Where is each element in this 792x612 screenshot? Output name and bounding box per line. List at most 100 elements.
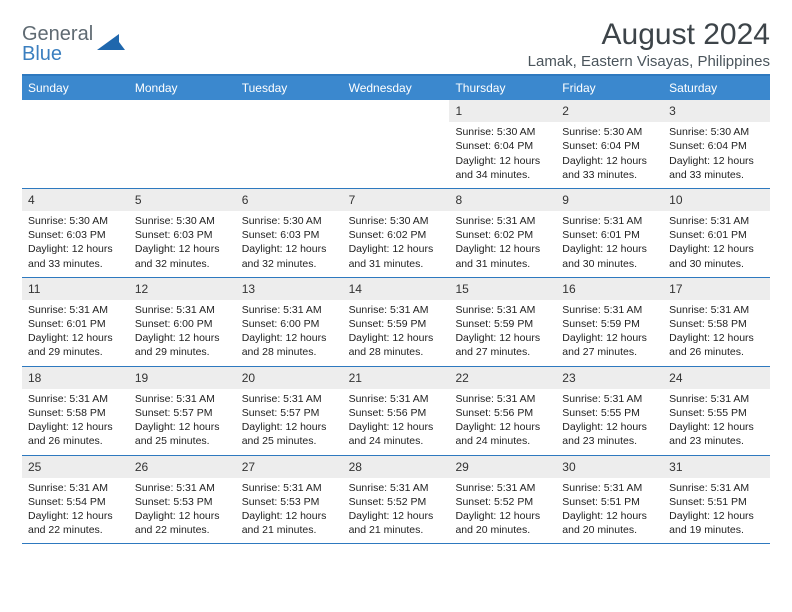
sunrise-line: Sunrise: 5:31 AM <box>135 392 230 406</box>
sunrise-line: Sunrise: 5:31 AM <box>28 392 123 406</box>
day-body: Sunrise: 5:31 AMSunset: 5:51 PMDaylight:… <box>556 478 663 544</box>
daylight-line: Daylight: 12 hours and 33 minutes. <box>28 242 123 270</box>
sunrise-line: Sunrise: 5:31 AM <box>669 481 764 495</box>
day-number: 27 <box>236 456 343 478</box>
daylight-line: Daylight: 12 hours and 31 minutes. <box>349 242 444 270</box>
day-cell: 31Sunrise: 5:31 AMSunset: 5:51 PMDayligh… <box>663 456 770 544</box>
day-cell: 25Sunrise: 5:31 AMSunset: 5:54 PMDayligh… <box>22 456 129 544</box>
sunrise-line: Sunrise: 5:31 AM <box>455 481 550 495</box>
day-number: 5 <box>129 189 236 211</box>
day-body: Sunrise: 5:31 AMSunset: 5:52 PMDaylight:… <box>343 478 450 544</box>
day-number: 23 <box>556 367 663 389</box>
daylight-line: Daylight: 12 hours and 24 minutes. <box>455 420 550 448</box>
day-cell <box>129 100 236 188</box>
sunset-line: Sunset: 5:53 PM <box>242 495 337 509</box>
sunrise-line: Sunrise: 5:31 AM <box>135 481 230 495</box>
week-row: 18Sunrise: 5:31 AMSunset: 5:58 PMDayligh… <box>22 367 770 456</box>
sunset-line: Sunset: 5:58 PM <box>28 406 123 420</box>
weekday-header: Sunday <box>22 76 129 100</box>
sunset-line: Sunset: 6:04 PM <box>455 139 550 153</box>
brand-part1: General <box>22 23 93 45</box>
sunset-line: Sunset: 6:04 PM <box>562 139 657 153</box>
day-number: 6 <box>236 189 343 211</box>
day-number: 2 <box>556 100 663 122</box>
day-body: Sunrise: 5:30 AMSunset: 6:03 PMDaylight:… <box>129 211 236 277</box>
sunrise-line: Sunrise: 5:31 AM <box>455 303 550 317</box>
day-cell: 16Sunrise: 5:31 AMSunset: 5:59 PMDayligh… <box>556 278 663 366</box>
day-number: 20 <box>236 367 343 389</box>
daylight-line: Daylight: 12 hours and 29 minutes. <box>28 331 123 359</box>
day-body: Sunrise: 5:31 AMSunset: 5:55 PMDaylight:… <box>556 389 663 455</box>
day-body: Sunrise: 5:31 AMSunset: 5:52 PMDaylight:… <box>449 478 556 544</box>
sunset-line: Sunset: 6:00 PM <box>242 317 337 331</box>
week-row: 1Sunrise: 5:30 AMSunset: 6:04 PMDaylight… <box>22 100 770 189</box>
sunset-line: Sunset: 6:01 PM <box>28 317 123 331</box>
day-cell: 7Sunrise: 5:30 AMSunset: 6:02 PMDaylight… <box>343 189 450 277</box>
week-row: 11Sunrise: 5:31 AMSunset: 6:01 PMDayligh… <box>22 278 770 367</box>
day-number: 30 <box>556 456 663 478</box>
day-body: Sunrise: 5:31 AMSunset: 5:53 PMDaylight:… <box>129 478 236 544</box>
sunrise-line: Sunrise: 5:30 AM <box>562 125 657 139</box>
daylight-line: Daylight: 12 hours and 33 minutes. <box>669 154 764 182</box>
sunset-line: Sunset: 5:56 PM <box>349 406 444 420</box>
daylight-line: Daylight: 12 hours and 29 minutes. <box>135 331 230 359</box>
day-number: 21 <box>343 367 450 389</box>
day-number: 9 <box>556 189 663 211</box>
week-row: 25Sunrise: 5:31 AMSunset: 5:54 PMDayligh… <box>22 456 770 545</box>
sunset-line: Sunset: 5:54 PM <box>28 495 123 509</box>
sunset-line: Sunset: 6:02 PM <box>455 228 550 242</box>
weekday-header: Wednesday <box>343 76 450 100</box>
daylight-line: Daylight: 12 hours and 28 minutes. <box>242 331 337 359</box>
sunrise-line: Sunrise: 5:30 AM <box>28 214 123 228</box>
day-number <box>129 100 236 122</box>
sunset-line: Sunset: 5:59 PM <box>349 317 444 331</box>
brand-logo: General Blue <box>22 18 125 64</box>
day-cell: 19Sunrise: 5:31 AMSunset: 5:57 PMDayligh… <box>129 367 236 455</box>
day-number: 25 <box>22 456 129 478</box>
daylight-line: Daylight: 12 hours and 20 minutes. <box>455 509 550 537</box>
day-number: 17 <box>663 278 770 300</box>
sunrise-line: Sunrise: 5:31 AM <box>562 392 657 406</box>
daylight-line: Daylight: 12 hours and 25 minutes. <box>135 420 230 448</box>
sunset-line: Sunset: 6:02 PM <box>349 228 444 242</box>
day-cell: 9Sunrise: 5:31 AMSunset: 6:01 PMDaylight… <box>556 189 663 277</box>
day-body: Sunrise: 5:31 AMSunset: 6:00 PMDaylight:… <box>236 300 343 366</box>
day-cell: 21Sunrise: 5:31 AMSunset: 5:56 PMDayligh… <box>343 367 450 455</box>
sunrise-line: Sunrise: 5:31 AM <box>28 481 123 495</box>
day-body: Sunrise: 5:31 AMSunset: 5:56 PMDaylight:… <box>343 389 450 455</box>
daylight-line: Daylight: 12 hours and 23 minutes. <box>669 420 764 448</box>
day-number: 22 <box>449 367 556 389</box>
day-cell: 15Sunrise: 5:31 AMSunset: 5:59 PMDayligh… <box>449 278 556 366</box>
day-number <box>343 100 450 122</box>
sunset-line: Sunset: 5:55 PM <box>669 406 764 420</box>
day-cell: 28Sunrise: 5:31 AMSunset: 5:52 PMDayligh… <box>343 456 450 544</box>
daylight-line: Daylight: 12 hours and 23 minutes. <box>562 420 657 448</box>
day-number: 26 <box>129 456 236 478</box>
day-body: Sunrise: 5:31 AMSunset: 6:00 PMDaylight:… <box>129 300 236 366</box>
day-cell: 20Sunrise: 5:31 AMSunset: 5:57 PMDayligh… <box>236 367 343 455</box>
sunrise-line: Sunrise: 5:31 AM <box>349 392 444 406</box>
day-cell: 2Sunrise: 5:30 AMSunset: 6:04 PMDaylight… <box>556 100 663 188</box>
sunset-line: Sunset: 5:59 PM <box>562 317 657 331</box>
day-cell: 14Sunrise: 5:31 AMSunset: 5:59 PMDayligh… <box>343 278 450 366</box>
sunrise-line: Sunrise: 5:30 AM <box>135 214 230 228</box>
sunset-line: Sunset: 6:03 PM <box>242 228 337 242</box>
sunrise-line: Sunrise: 5:31 AM <box>455 392 550 406</box>
day-body: Sunrise: 5:31 AMSunset: 5:58 PMDaylight:… <box>22 389 129 455</box>
day-cell: 18Sunrise: 5:31 AMSunset: 5:58 PMDayligh… <box>22 367 129 455</box>
day-body: Sunrise: 5:31 AMSunset: 5:59 PMDaylight:… <box>343 300 450 366</box>
day-body: Sunrise: 5:31 AMSunset: 5:59 PMDaylight:… <box>556 300 663 366</box>
sunset-line: Sunset: 5:51 PM <box>562 495 657 509</box>
daylight-line: Daylight: 12 hours and 30 minutes. <box>669 242 764 270</box>
day-cell: 8Sunrise: 5:31 AMSunset: 6:02 PMDaylight… <box>449 189 556 277</box>
sunrise-line: Sunrise: 5:31 AM <box>669 303 764 317</box>
weekday-header: Tuesday <box>236 76 343 100</box>
day-number: 1 <box>449 100 556 122</box>
weekday-header: Monday <box>129 76 236 100</box>
daylight-line: Daylight: 12 hours and 26 minutes. <box>669 331 764 359</box>
sunset-line: Sunset: 6:00 PM <box>135 317 230 331</box>
day-number: 16 <box>556 278 663 300</box>
sunrise-line: Sunrise: 5:31 AM <box>669 214 764 228</box>
day-number: 4 <box>22 189 129 211</box>
sunrise-line: Sunrise: 5:31 AM <box>562 481 657 495</box>
